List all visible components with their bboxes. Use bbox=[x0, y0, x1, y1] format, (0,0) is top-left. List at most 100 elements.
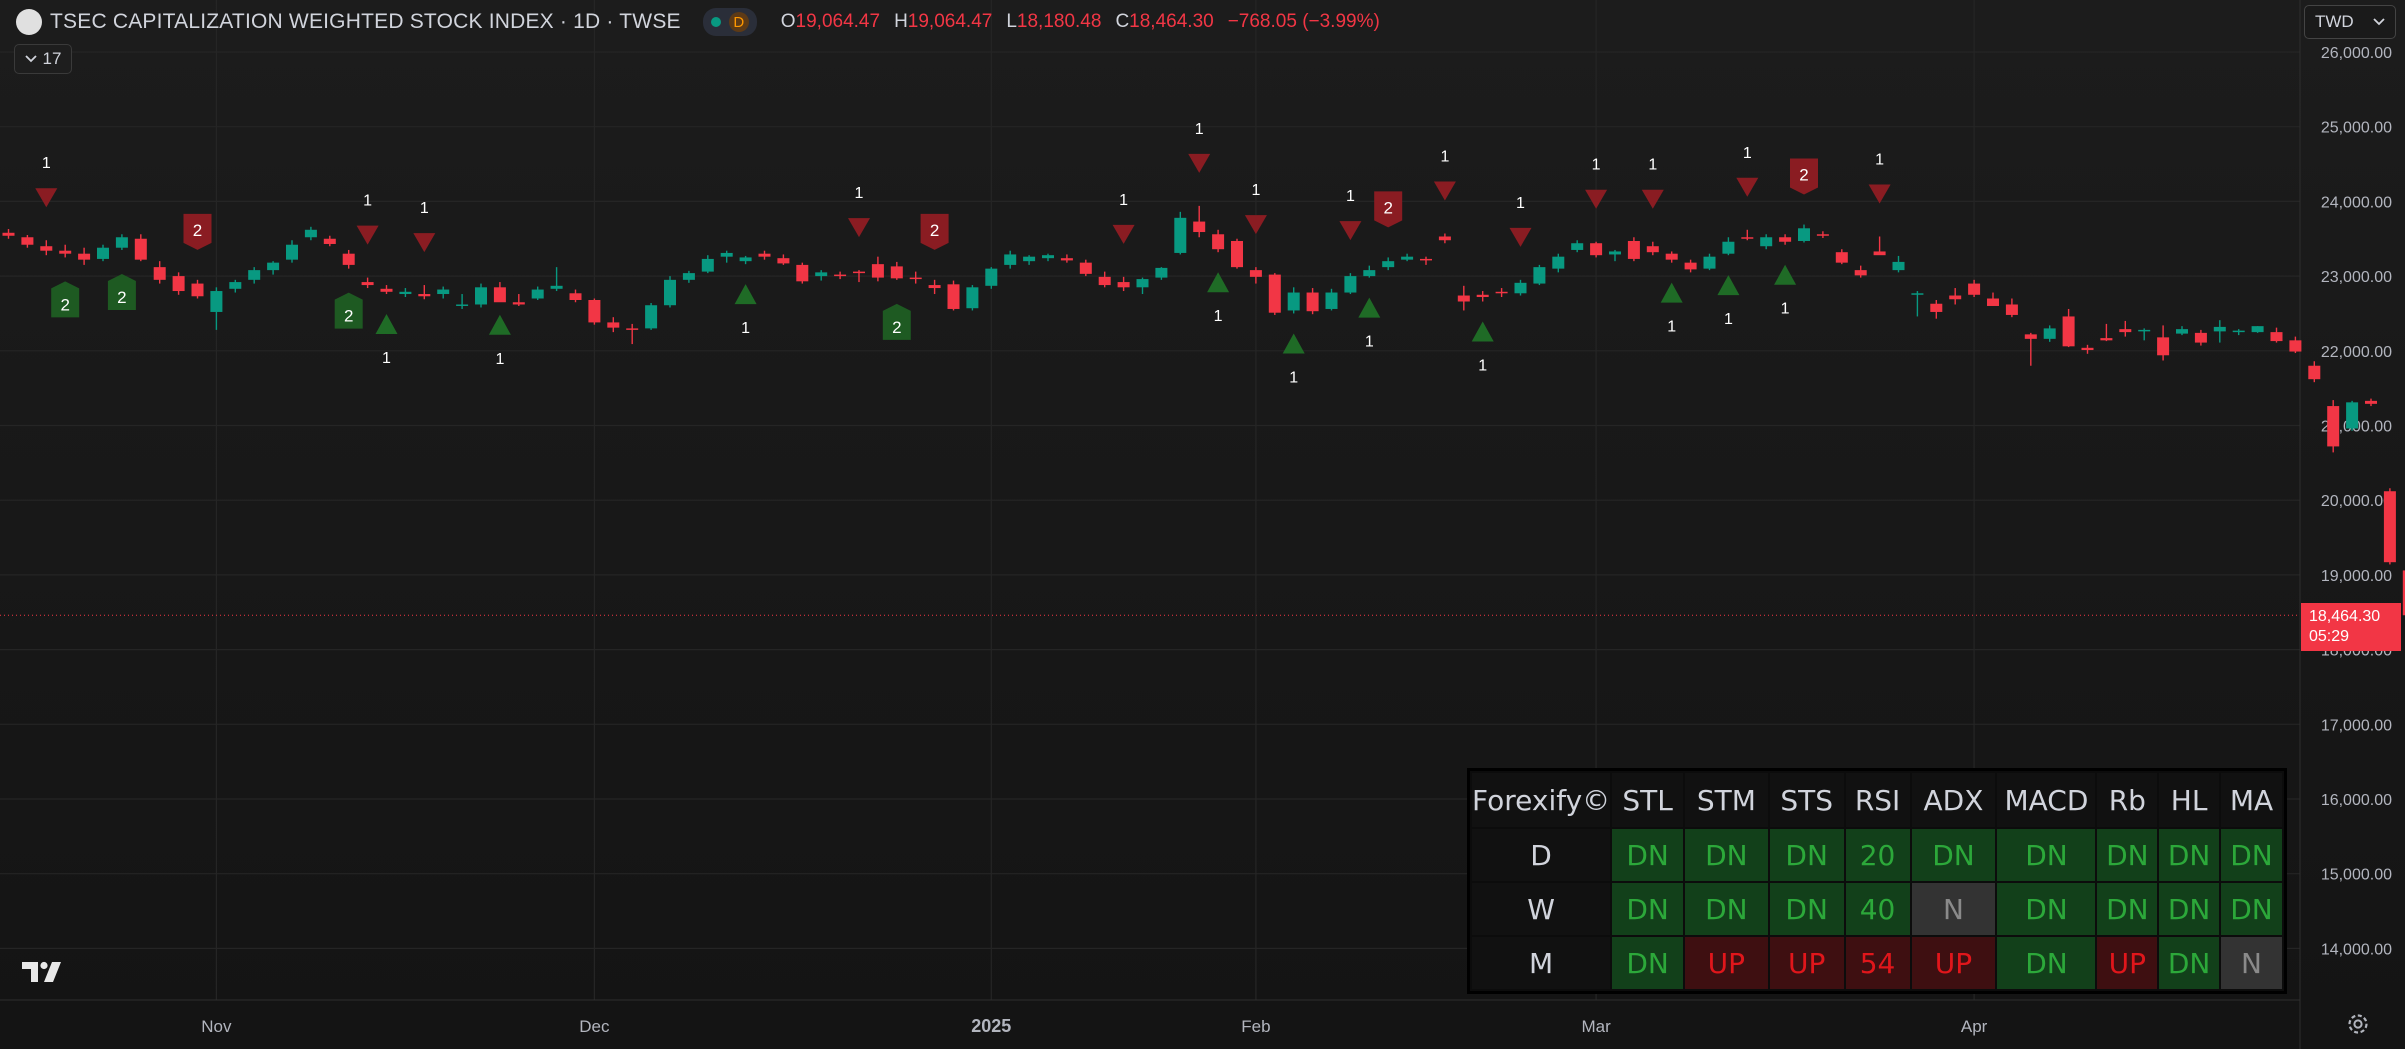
dashboard-brand: Forexify© bbox=[1469, 771, 1613, 829]
signal-label: 1 bbox=[1781, 301, 1790, 318]
candle-body bbox=[418, 294, 431, 297]
candle-body bbox=[1760, 237, 1773, 247]
signal-label: 1 bbox=[855, 185, 864, 202]
candle-body bbox=[2289, 340, 2302, 352]
market-status-pill[interactable]: D bbox=[702, 8, 757, 36]
x-tick-label: Dec bbox=[579, 1017, 610, 1036]
dashboard-cell: DN bbox=[1995, 827, 2098, 883]
dashboard-cell: DN bbox=[2219, 827, 2284, 883]
gear-icon[interactable] bbox=[2344, 1010, 2372, 1038]
candle-body bbox=[947, 284, 960, 309]
y-tick-label: 19,000.00 bbox=[2321, 568, 2392, 585]
buy-signal-flag bbox=[882, 303, 911, 340]
candle-body bbox=[626, 328, 639, 330]
signal-label: 1 bbox=[1648, 157, 1657, 174]
candle-body bbox=[1042, 255, 1054, 259]
candle-body bbox=[645, 305, 658, 329]
candle-body bbox=[1722, 241, 1735, 254]
signal-label: 2 bbox=[1383, 198, 1392, 217]
currency-label: TWD bbox=[2315, 12, 2354, 31]
sell-signal-triangle bbox=[1244, 215, 1267, 235]
tradingview-logo-icon[interactable] bbox=[22, 958, 68, 986]
signal-label: 1 bbox=[1214, 308, 1223, 325]
y-tick-label: 17,000.00 bbox=[2321, 717, 2392, 734]
candle-body bbox=[475, 287, 487, 305]
candle-body bbox=[1514, 282, 1527, 294]
dashboard-cell: DN bbox=[1995, 935, 2098, 991]
signal-label: 1 bbox=[1289, 369, 1298, 386]
sell-signal-triangle bbox=[413, 233, 436, 253]
signal-label: 2 bbox=[930, 221, 939, 240]
row-label: D bbox=[1469, 827, 1613, 883]
signal-label: 2 bbox=[60, 295, 69, 314]
candle-body bbox=[210, 291, 223, 312]
candle-body bbox=[588, 300, 601, 323]
candle-body bbox=[2024, 334, 2037, 339]
candle-body bbox=[1930, 303, 1943, 312]
candle-body bbox=[2213, 326, 2226, 332]
dashboard-cell: DN bbox=[1767, 881, 1846, 937]
candle-body bbox=[758, 253, 771, 257]
candle-body bbox=[1212, 234, 1225, 250]
indicators-collapse-button[interactable]: 17 bbox=[14, 44, 72, 74]
buy-signal-triangle bbox=[1717, 275, 1740, 296]
signal-label: 1 bbox=[1365, 334, 1374, 351]
col-header: STM bbox=[1683, 771, 1770, 829]
signal-label: 1 bbox=[1875, 152, 1884, 169]
buy-signal-triangle bbox=[1471, 321, 1494, 342]
dashboard-table: Forexify© STL STM STS RSI ADX MACD Rb HL… bbox=[1469, 771, 2284, 991]
col-header: HL bbox=[2157, 771, 2222, 829]
dashboard-cell: UP bbox=[1767, 935, 1846, 991]
dashboard-cell: DN bbox=[2219, 881, 2284, 937]
candle-body bbox=[1363, 270, 1376, 277]
symbol-title[interactable]: TSEC CAPITALIZATION WEIGHTED STOCK INDEX… bbox=[50, 10, 681, 33]
close-number: 18,464.30 bbox=[1129, 11, 1214, 32]
candle-body bbox=[1741, 237, 1754, 239]
sell-signal-triangle bbox=[1736, 177, 1759, 197]
candle-body bbox=[1325, 292, 1338, 309]
signal-label: 2 bbox=[193, 221, 202, 240]
candle-body bbox=[1306, 292, 1319, 312]
candle-body bbox=[21, 237, 34, 245]
candle-body bbox=[2270, 332, 2283, 342]
buy-signal-triangle bbox=[1774, 264, 1797, 285]
candle-body bbox=[342, 253, 355, 265]
candle-body bbox=[1174, 217, 1187, 253]
y-tick-label: 16,000.00 bbox=[2321, 792, 2392, 809]
candle-body bbox=[664, 279, 676, 306]
buy-signal-triangle bbox=[1660, 282, 1683, 303]
close-value: C18,464.30 bbox=[1115, 11, 1213, 33]
candle-body bbox=[153, 267, 166, 280]
buy-signal-triangle bbox=[1282, 333, 1305, 354]
candle-body bbox=[1098, 276, 1111, 286]
candle-body bbox=[1571, 243, 1584, 250]
candle-body bbox=[1816, 234, 1829, 236]
candle-body bbox=[2043, 328, 2056, 339]
candle-body bbox=[97, 247, 109, 259]
candle-body bbox=[2365, 400, 2377, 404]
sell-signal-triangle bbox=[1112, 224, 1135, 244]
candle-body bbox=[1476, 294, 1489, 298]
bar-countdown: 05:29 bbox=[2309, 628, 2350, 645]
signal-label: 1 bbox=[1743, 145, 1752, 162]
candle-body bbox=[1590, 243, 1603, 256]
candle-body bbox=[834, 274, 847, 277]
signal-label: 2 bbox=[344, 307, 353, 326]
x-tick-label: 2025 bbox=[971, 1016, 1011, 1036]
buy-signal-flag bbox=[334, 292, 363, 329]
x-tick-label: Apr bbox=[1961, 1017, 1988, 1036]
candle-body bbox=[361, 282, 374, 286]
candle-body bbox=[2383, 491, 2396, 563]
y-tick-label: 26,000.00 bbox=[2321, 45, 2392, 62]
signal-label: 1 bbox=[1119, 192, 1128, 209]
currency-select[interactable]: TWD bbox=[2304, 5, 2396, 39]
col-header: STS bbox=[1767, 771, 1846, 829]
dashboard-cell: DN bbox=[1909, 827, 1998, 883]
open-number: 19,064.47 bbox=[795, 11, 881, 32]
candle-body bbox=[1873, 251, 1886, 256]
candle-body bbox=[682, 273, 695, 280]
symbol-legend: TSEC CAPITALIZATION WEIGHTED STOCK INDEX… bbox=[16, 8, 1380, 36]
candle-body bbox=[2194, 332, 2207, 343]
